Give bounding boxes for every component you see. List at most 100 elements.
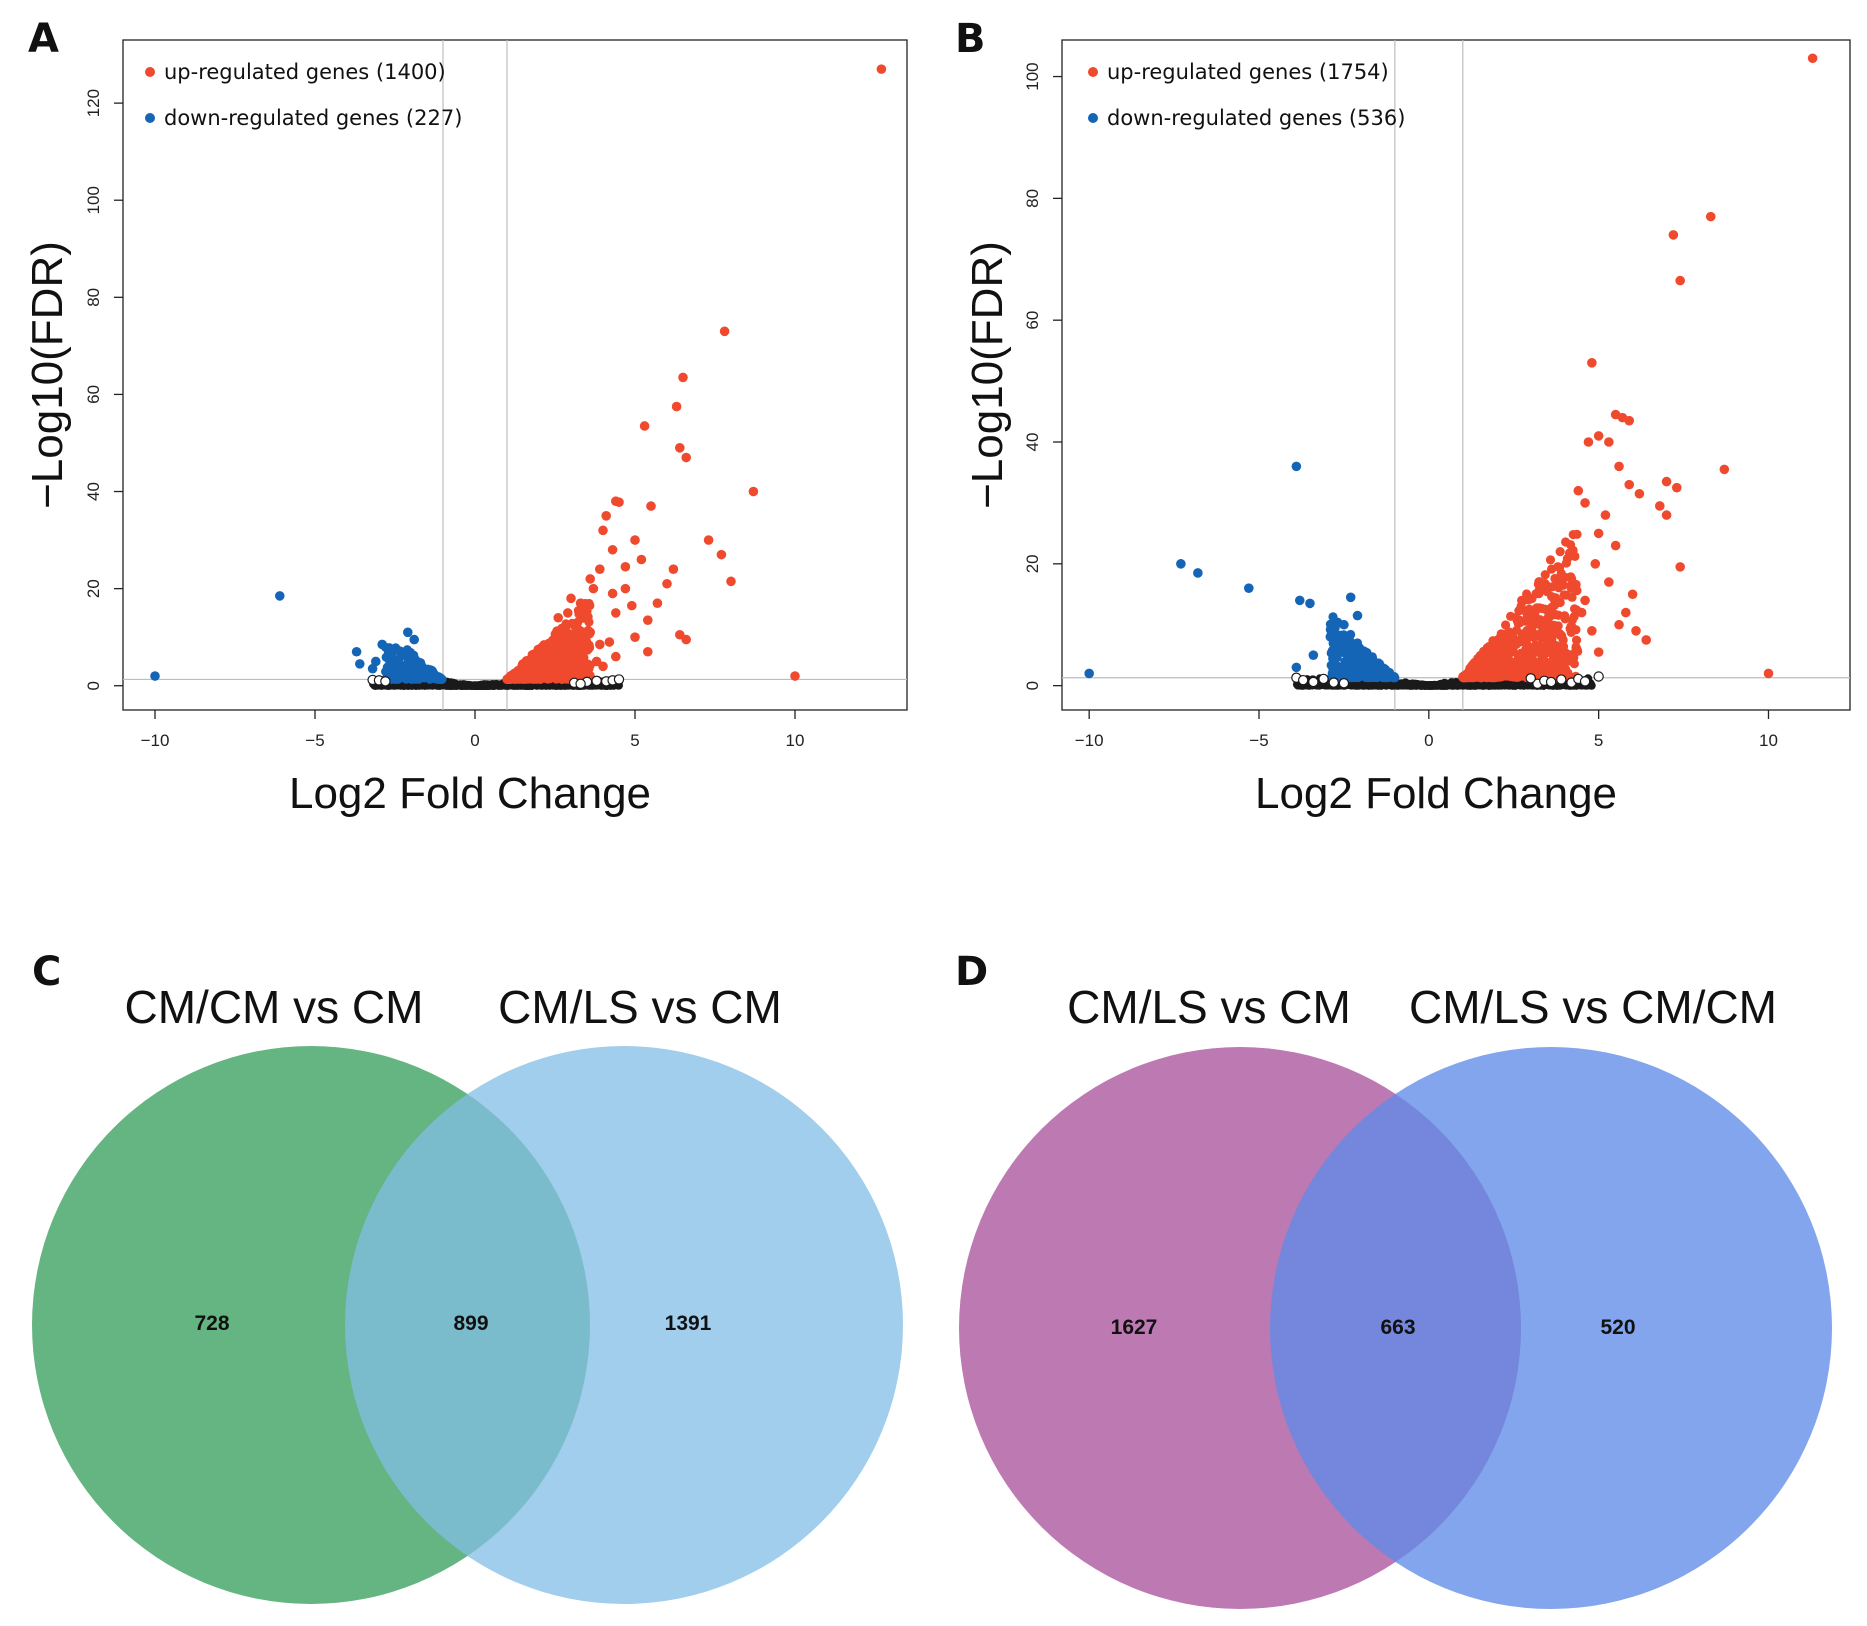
gene-point-up-b [1483, 659, 1493, 669]
gene-point-up-b [1555, 654, 1565, 664]
gene-point-up-b [1573, 485, 1584, 496]
gene-point-up-b [1555, 597, 1565, 608]
gene-point-up-b [1544, 619, 1554, 630]
x-tick-label-b: −10 [1075, 731, 1104, 750]
gene-point-down-a [437, 674, 447, 684]
gene-point-up-b [1566, 627, 1576, 637]
gene-point-ns-b [1579, 676, 1591, 687]
gene-point-ns-b [1489, 680, 1499, 690]
gene-point-up-a [552, 631, 562, 641]
gene-point-ns-b [1419, 680, 1428, 690]
venn-diagram-d: D CM/LS vs CM CM/LS vs CM/CM 1627 663 52… [955, 949, 1832, 1609]
gene-point-ns-b [1437, 681, 1446, 690]
gene-point-up-b [1529, 647, 1539, 657]
gene-point-ns-b [1593, 671, 1604, 682]
gene-point-up-b [1614, 461, 1624, 472]
y-tick-label-b: 40 [1023, 433, 1042, 452]
gene-point-up-a [516, 672, 527, 682]
gene-point-up-a [520, 658, 531, 668]
gene-point-ns-b [1470, 681, 1479, 690]
gene-point-down-a [390, 666, 400, 676]
gene-point-up-a [668, 564, 679, 575]
panel-letter-a: A [28, 16, 59, 62]
venn-d-set1-title: CM/LS vs CM [1067, 981, 1351, 1033]
gene-point-down-b [1176, 559, 1186, 569]
gene-point-up-b [1545, 555, 1556, 565]
gene-point-down-b [1294, 595, 1305, 606]
gene-point-down-b [1345, 592, 1356, 603]
gene-point-down-b [1344, 658, 1354, 668]
x-tick-label-b: 10 [1759, 731, 1778, 750]
x-tick-label-a: −5 [305, 731, 324, 750]
gene-point-up-a [607, 588, 618, 599]
gene-point-down-a [403, 657, 413, 667]
gene-point-up-b [1661, 510, 1672, 520]
y-axis-ticks-b: 0 20 40 60 80 100 [1023, 62, 1062, 690]
gene-point-up-a [643, 615, 653, 625]
x-axis-ticks-b: −10 −5 0 5 10 [1075, 710, 1778, 750]
gene-point-down-a [403, 627, 413, 638]
gene-point-ns-a [613, 674, 625, 685]
gene-point-down-b [1350, 646, 1360, 656]
gene-point-up-b [1576, 607, 1587, 618]
gene-point-down-b [1377, 671, 1387, 681]
gene-point-up-b [1583, 437, 1594, 447]
x-tick-label-a: 10 [786, 731, 805, 750]
gene-point-up-b [1675, 275, 1685, 286]
gene-point-down-a [367, 663, 378, 674]
gene-point-up-b [1631, 626, 1641, 636]
gene-point-down-a [408, 671, 418, 682]
y-tick-label-b: 80 [1023, 189, 1042, 208]
gene-point-up-b [1540, 645, 1551, 655]
gene-point-up-a [545, 641, 555, 651]
gene-point-down-b [1193, 568, 1203, 578]
gene-point-up-a [559, 653, 570, 663]
gene-point-up-b [1668, 230, 1679, 240]
gene-point-up-a [790, 671, 800, 681]
plot-frame-a [122, 39, 908, 711]
gene-point-up-b [1532, 603, 1542, 613]
gene-point-up-b [1671, 482, 1682, 493]
gene-point-down-b [1339, 619, 1349, 630]
panel-letter-d: D [955, 949, 988, 995]
panel-letter-b: B [955, 16, 986, 62]
gene-point-ns-b [1364, 680, 1374, 689]
gene-point-up-b [1483, 643, 1493, 653]
gene-point-down-a [409, 634, 420, 645]
venn-d-set2-title: CM/LS vs CM/CM [1409, 981, 1777, 1033]
gene-point-down-b [1352, 610, 1363, 621]
x-tick-label-a: −10 [141, 731, 170, 750]
gene-point-up-a [585, 627, 595, 638]
y-tick-label-a: 0 [84, 681, 103, 690]
venn-c-set1-title: CM/CM vs CM [125, 981, 424, 1033]
gene-point-up-b [1661, 476, 1672, 487]
y-tick-label-a: 20 [84, 579, 103, 598]
venn-d-circle-right [1270, 1047, 1832, 1609]
legend-label-down-b: down-regulated genes (536) [1107, 106, 1405, 130]
gene-point-up-a [598, 661, 608, 672]
y-axis-title-b: −Log10(FDR) [963, 241, 1012, 509]
gene-point-down-a [377, 639, 388, 650]
gene-point-up-a [585, 574, 595, 584]
venn-c-left-count: 728 [194, 1312, 229, 1335]
gene-point-up-b [1508, 647, 1518, 657]
gene-point-up-a [630, 632, 640, 642]
gene-point-ns-b [1525, 673, 1536, 684]
volcano-plot-a: A −10 −5 0 5 10 0 20 40 60 80 100 120 Log2 Fold Ch… [23, 16, 908, 818]
gene-point-up-b [1570, 551, 1580, 561]
legend-b: up-regulated genes (1754) down-regulated… [1088, 60, 1405, 130]
gene-point-up-b [1524, 604, 1534, 614]
gene-point-up-b [1567, 574, 1577, 584]
legend-a: up-regulated genes (1400) down-regulated… [145, 60, 462, 130]
gene-point-up-b [1624, 479, 1635, 490]
gene-point-down-b [1342, 667, 1353, 677]
gene-point-up-b [1500, 620, 1511, 630]
gene-point-up-b [1675, 562, 1685, 572]
gene-point-up-a [535, 674, 545, 685]
gene-point-up-b [1593, 528, 1604, 539]
gene-point-up-a [520, 665, 530, 676]
gene-point-up-b [1610, 540, 1621, 551]
y-tick-label-b: 100 [1023, 62, 1042, 90]
venn-d-overlap-count: 663 [1380, 1316, 1415, 1339]
panel-letter-c: C [32, 949, 61, 995]
